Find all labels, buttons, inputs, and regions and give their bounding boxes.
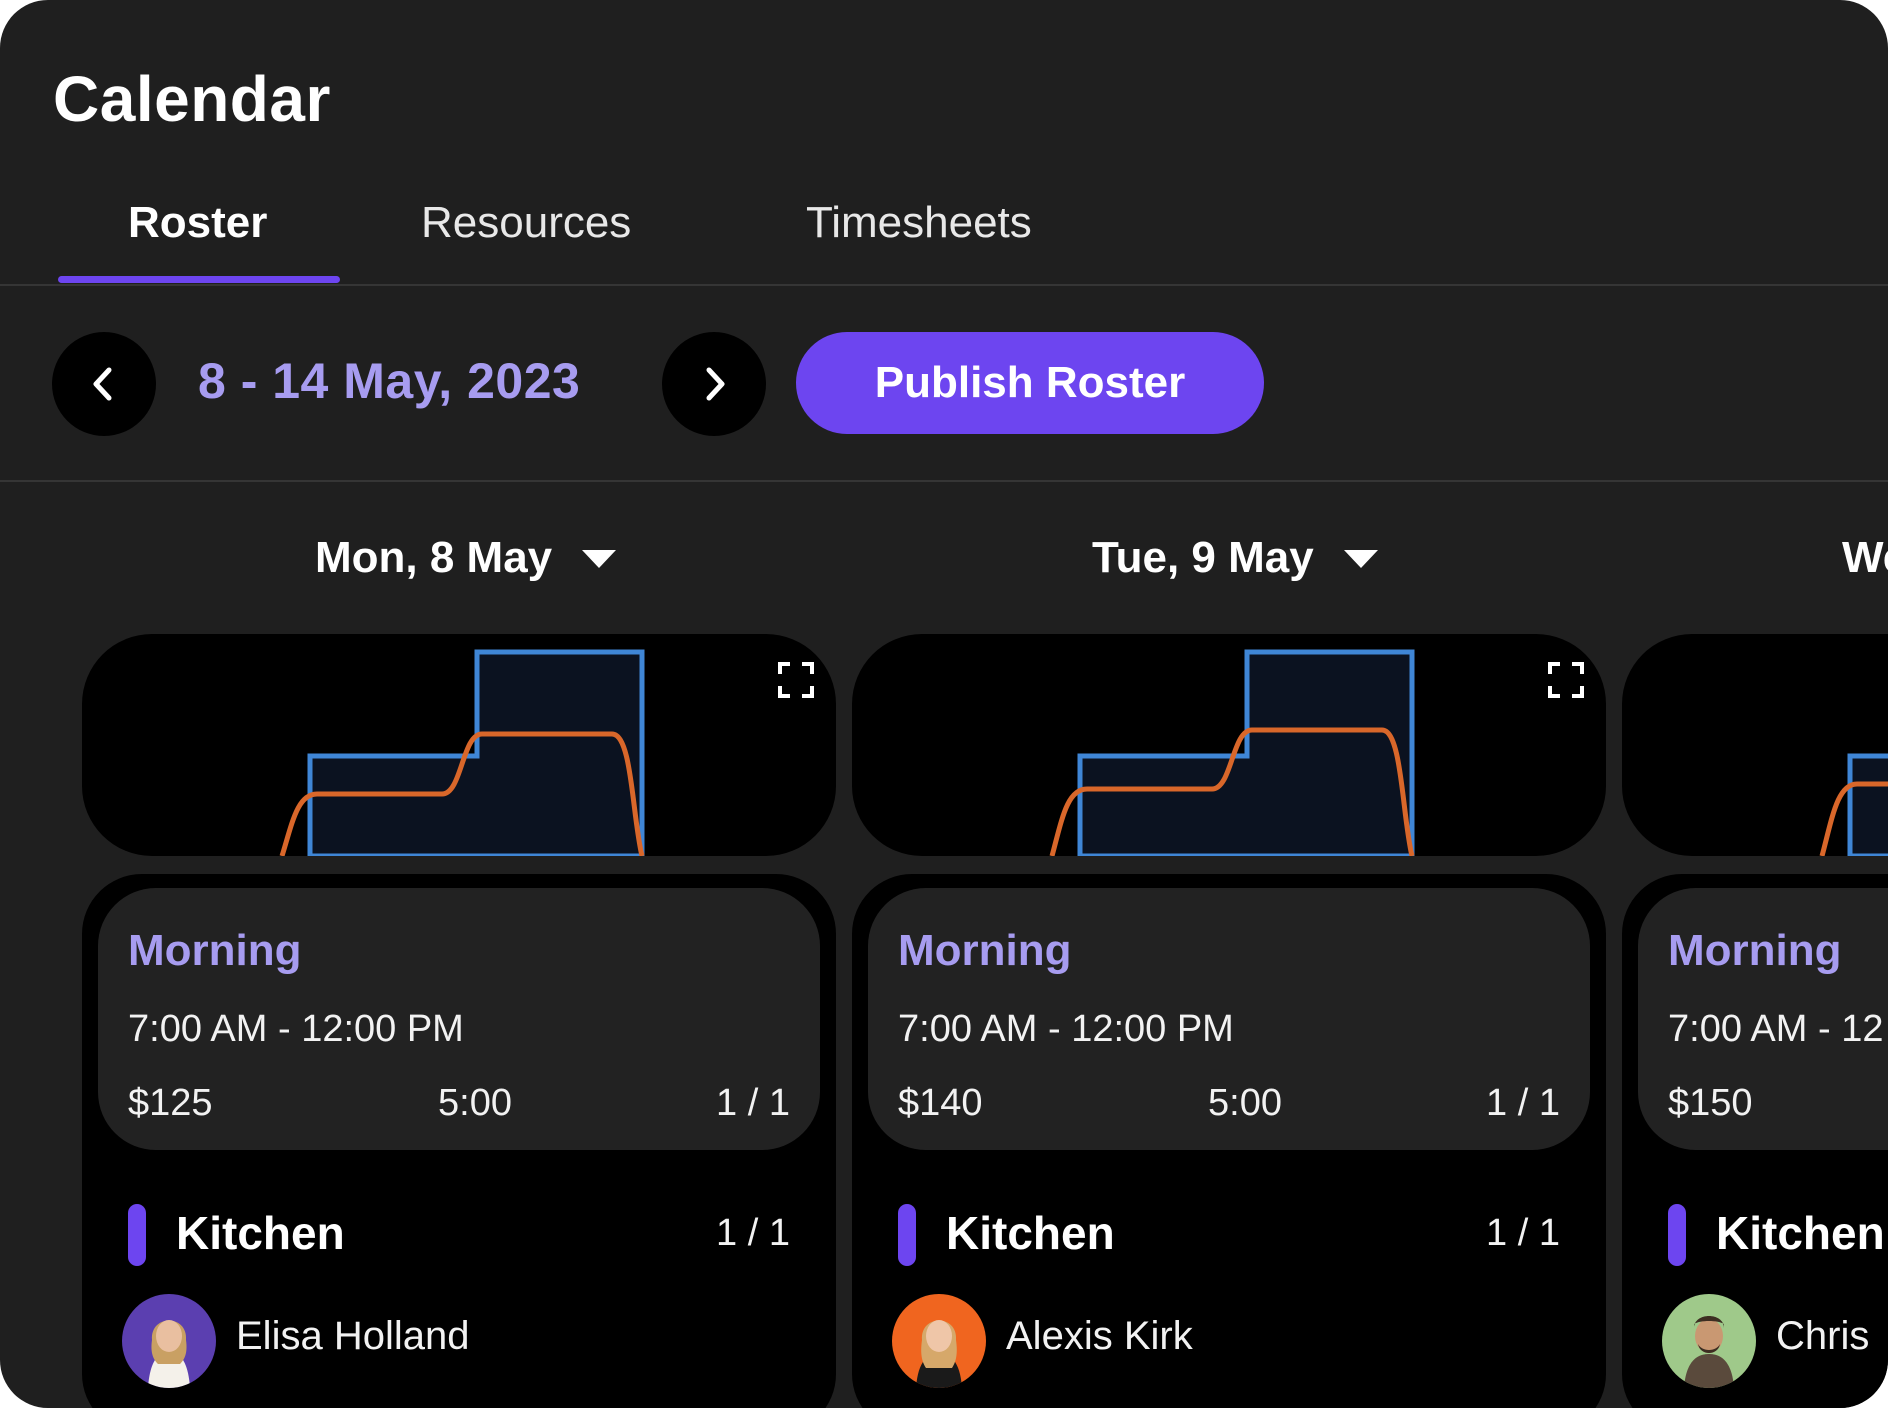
tab-roster[interactable]: Roster <box>128 198 268 247</box>
shift-hours: 5:00 <box>1208 1082 1282 1124</box>
shift-count: 1 / 1 <box>1486 1082 1560 1124</box>
date-range-label: 8 - 14 May, 2023 <box>198 353 581 409</box>
avatar[interactable] <box>892 1294 986 1388</box>
day-header-label: We <box>1842 533 1888 582</box>
avatar[interactable] <box>122 1294 216 1388</box>
capacity-area <box>1077 649 1415 856</box>
staffing-chart-wed <box>1622 634 1888 856</box>
day-header-mon[interactable]: Mon, 8 May <box>315 533 617 583</box>
shift-hours: 5:00 <box>438 1082 512 1124</box>
tab-timesheets[interactable]: Timesheets <box>806 198 1032 247</box>
caret-down-icon <box>582 550 617 569</box>
expand-icon[interactable] <box>778 662 814 698</box>
shift-time: 7:00 AM - 12 <box>1668 1008 1884 1050</box>
shift-time: 7:00 AM - 12:00 PM <box>128 1008 464 1050</box>
shift-time: 7:00 AM - 12:00 PM <box>898 1008 1234 1050</box>
person-avatar-icon <box>1684 1316 1734 1388</box>
day-header-label: Mon, 8 May <box>315 533 553 582</box>
demand-line <box>1819 781 1888 856</box>
demand-line <box>1049 727 1415 856</box>
demand-line <box>279 731 645 856</box>
department-name: Kitchen <box>176 1207 345 1259</box>
toolbar-divider <box>0 480 1888 482</box>
department-color-bar <box>128 1204 146 1266</box>
department-color-bar <box>1668 1204 1686 1266</box>
previous-week-button[interactable] <box>52 332 156 436</box>
staff-name[interactable]: Alexis Kirk <box>1006 1314 1193 1358</box>
publish-roster-button[interactable]: Publish Roster <box>796 332 1264 434</box>
staffing-chart-mon <box>82 634 836 856</box>
shift-cost: $140 <box>898 1082 983 1124</box>
chevron-right-icon <box>706 367 725 401</box>
caret-down-icon <box>1343 550 1378 569</box>
day-column-mon: Morning 7:00 AM - 12:00 PM $125 5:00 1 /… <box>82 874 836 1408</box>
day-header-wed[interactable]: We <box>1842 533 1888 583</box>
shift-cost: $125 <box>128 1082 213 1124</box>
expand-icon[interactable] <box>1548 662 1584 698</box>
staff-name[interactable]: Chris <box>1776 1314 1870 1358</box>
staffing-chart <box>1819 753 1888 856</box>
active-tab-indicator <box>58 276 340 283</box>
tab-resources[interactable]: Resources <box>421 198 632 247</box>
staffing-chart-tue <box>852 634 1606 856</box>
day-column-tue: Morning 7:00 AM - 12:00 PM $140 5:00 1 /… <box>852 874 1606 1408</box>
department-count: 1 / 1 <box>716 1212 790 1254</box>
person-avatar-icon <box>916 1320 962 1388</box>
capacity-area <box>307 649 645 856</box>
page-title: Calendar <box>53 63 331 135</box>
shift-card[interactable]: Morning 7:00 AM - 12:00 PM $125 5:00 1 /… <box>98 888 820 1150</box>
department-color-bar <box>898 1204 916 1266</box>
day-header-label: Tue, 9 May <box>1092 533 1314 582</box>
next-week-button[interactable] <box>662 332 766 436</box>
staffing-chart <box>1049 649 1415 856</box>
day-column-wed: Morning 7:00 AM - 12 $150 Kitchen Chris <box>1622 874 1888 1408</box>
shift-card[interactable]: Morning 7:00 AM - 12 $150 <box>1638 888 1888 1150</box>
shift-count: 1 / 1 <box>716 1082 790 1124</box>
tab-bar: Roster Resources Timesheets <box>0 190 1888 285</box>
tabs-divider <box>0 284 1888 286</box>
chevron-left-icon <box>93 367 112 401</box>
staffing-chart <box>279 649 645 856</box>
department-count: 1 / 1 <box>1486 1212 1560 1254</box>
capacity-area <box>1847 753 1888 856</box>
avatar[interactable] <box>1662 1294 1756 1388</box>
day-header-tue[interactable]: Tue, 9 May <box>1092 533 1378 583</box>
department-name: Kitchen <box>946 1207 1115 1259</box>
shift-card[interactable]: Morning 7:00 AM - 12:00 PM $140 5:00 1 /… <box>868 888 1590 1150</box>
department-name: Kitchen <box>1716 1207 1885 1259</box>
person-avatar-icon <box>148 1320 190 1388</box>
shift-name: Morning <box>1668 926 1842 975</box>
shift-name: Morning <box>898 926 1072 975</box>
staff-name[interactable]: Elisa Holland <box>236 1314 470 1358</box>
shift-name: Morning <box>128 926 302 975</box>
shift-cost: $150 <box>1668 1082 1753 1124</box>
